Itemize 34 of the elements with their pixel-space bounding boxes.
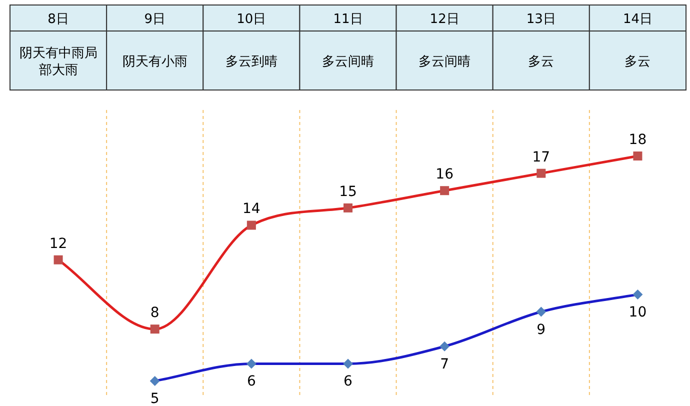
data-label: 9 bbox=[536, 322, 546, 338]
x-tick-label: 8日 bbox=[48, 12, 69, 27]
point bbox=[344, 203, 352, 212]
text: 阴天有中雨局部大雨 bbox=[19, 46, 98, 78]
text: 多云间晴 bbox=[418, 54, 471, 70]
data-label: 6 bbox=[344, 374, 353, 390]
point bbox=[150, 324, 160, 334]
point bbox=[440, 186, 450, 196]
data-label: 18 bbox=[628, 132, 647, 148]
x-tick-label: 13日 bbox=[526, 12, 556, 27]
point bbox=[54, 255, 63, 264]
data-label: 12 bbox=[49, 236, 68, 252]
text: 多云 bbox=[624, 54, 651, 70]
data-label: 6 bbox=[246, 374, 256, 390]
data-label: 7 bbox=[440, 356, 450, 372]
x-tick-label: 14日 bbox=[622, 12, 652, 27]
x-tick-label: 12日 bbox=[430, 12, 460, 27]
x-tick-label: 10日 bbox=[236, 12, 266, 27]
x-tick-label: 9日 bbox=[144, 12, 166, 27]
point bbox=[536, 168, 546, 178]
point bbox=[633, 152, 642, 160]
text: 多云间晴 bbox=[322, 54, 374, 70]
text: 多云到晴 bbox=[225, 54, 278, 70]
data-label: 10 bbox=[628, 304, 647, 320]
text: 多云 bbox=[528, 54, 554, 70]
x-tick-label: 11日 bbox=[333, 12, 363, 27]
data-label: 16 bbox=[436, 166, 454, 183]
data-label: 14 bbox=[242, 201, 260, 218]
data-label: 8 bbox=[150, 305, 160, 322]
data-label: 17 bbox=[532, 149, 550, 166]
data-label: 5 bbox=[150, 391, 160, 406]
data-label: 15 bbox=[339, 184, 357, 200]
text: 阴天有小雨 bbox=[122, 54, 188, 70]
point bbox=[246, 220, 256, 230]
